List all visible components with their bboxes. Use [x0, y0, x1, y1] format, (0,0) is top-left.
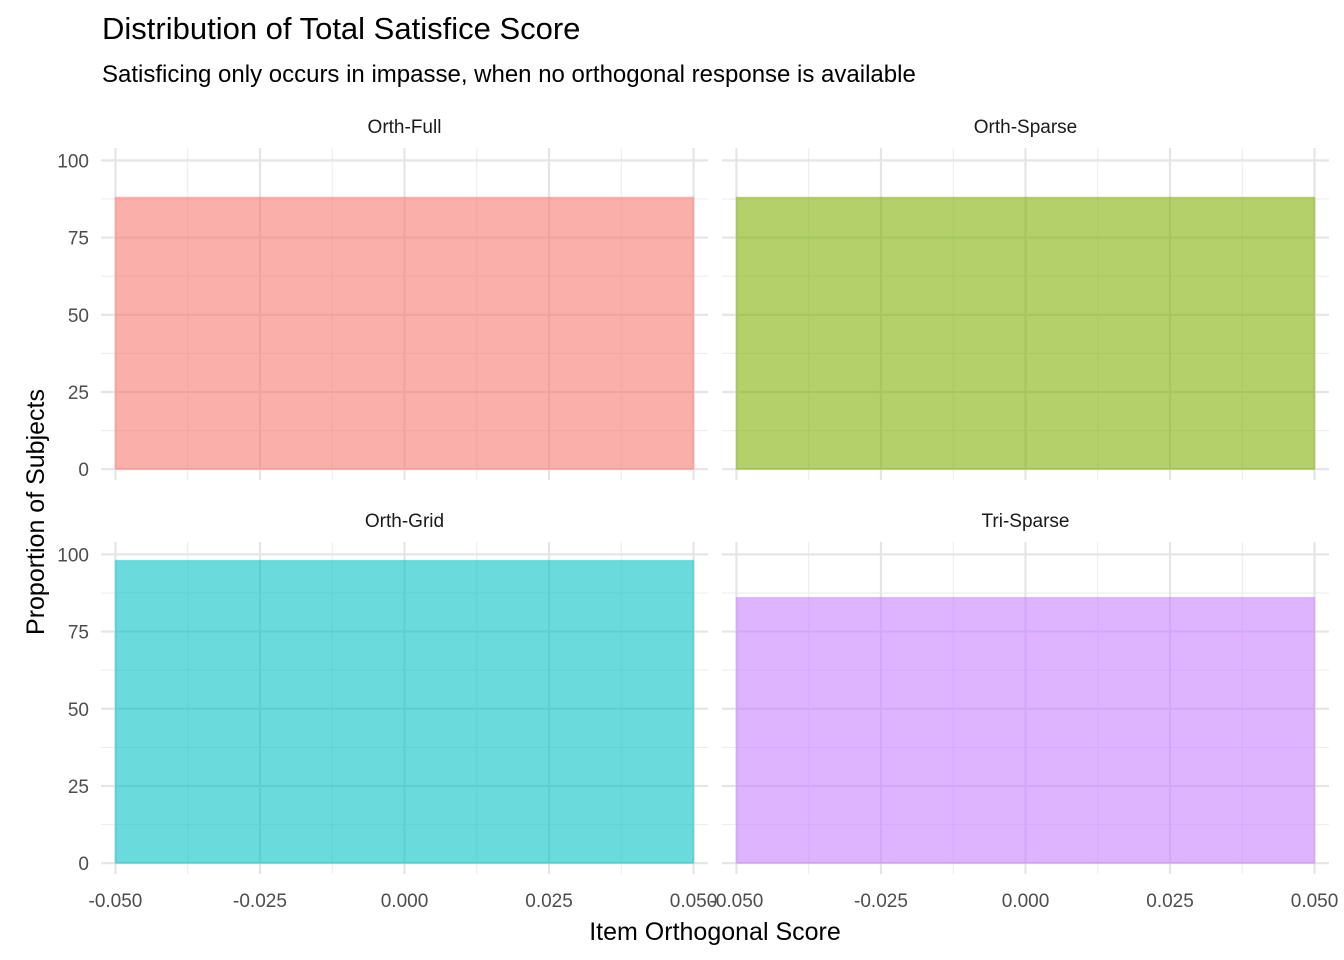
x-tick-label: 0.000: [381, 891, 429, 912]
y-tick-label: 50: [68, 700, 89, 721]
bar-tri-sparse: [735, 596, 1316, 864]
y-tick-label: 0: [78, 460, 89, 481]
y-tick-label: 25: [68, 383, 89, 404]
y-tick-label: 75: [68, 623, 89, 644]
x-axis-title: Item Orthogonal Score: [589, 918, 841, 946]
y-tick-label: 75: [68, 229, 89, 250]
x-tick-label: -0.025: [854, 891, 908, 912]
x-tick-label: 0.050: [670, 891, 718, 912]
y-tick-label: 0: [78, 854, 89, 875]
y-tick-label: 25: [68, 777, 89, 798]
bar-orth-sparse: [735, 196, 1316, 470]
chart-title: Distribution of Total Satisfice Score: [102, 11, 580, 46]
facet-label: Orth-Sparse: [974, 117, 1077, 138]
x-tick-label: 0.025: [525, 891, 573, 912]
x-tick-label: 0.025: [1146, 891, 1194, 912]
facet-label: Tri-Sparse: [982, 511, 1070, 532]
y-tick-label: 100: [57, 151, 89, 172]
x-tick-label: 0.050: [1291, 891, 1339, 912]
facet-panel-orth-full: Orth-Full 0 25 50 75 100: [57, 117, 708, 481]
facet-panel-orth-grid: Orth-Grid 0 25 50 75 100 -0.050 -0.025 0.000 0.02…: [57, 511, 717, 912]
bar-orth-grid: [114, 559, 695, 864]
x-tick-label: 0.000: [1002, 891, 1050, 912]
facet-label: Orth-Grid: [365, 511, 444, 532]
y-tick-label: 100: [57, 545, 89, 566]
y-axis-title: Proportion of Subjects: [22, 389, 50, 635]
bar-orth-full: [114, 196, 695, 470]
facet-panel-tri-sparse: Tri-Sparse -0.050 -0.025 0.000 0.025 0.050: [710, 511, 1339, 912]
x-tick-label: -0.050: [710, 891, 764, 912]
x-tick-label: -0.050: [89, 891, 143, 912]
facet-panels: Orth-Full 0 25 50 75 100 Orth-Sparse Orth-Grid 0…: [57, 117, 1338, 912]
facet-label: Orth-Full: [368, 117, 442, 138]
facet-panel-orth-sparse: Orth-Sparse: [722, 117, 1329, 480]
chart-subtitle: Satisficing only occurs in impasse, when…: [102, 61, 916, 88]
x-tick-label: -0.025: [233, 891, 287, 912]
y-tick-label: 50: [68, 306, 89, 327]
